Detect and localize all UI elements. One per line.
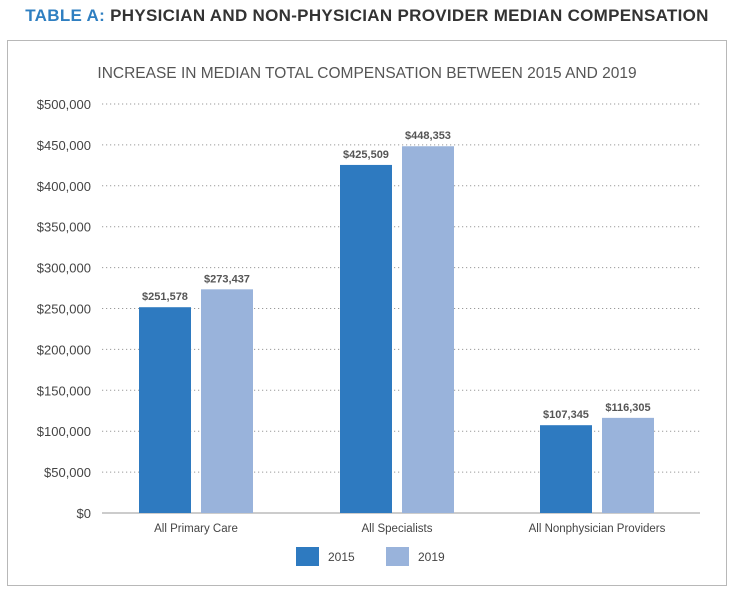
table-heading-lead: TABLE A: — [25, 6, 106, 25]
x-tick-label: All Primary Care — [154, 523, 238, 535]
table-heading-text: PHYSICIAN AND NON-PHYSICIAN PROVIDER MED… — [110, 6, 709, 25]
data-label: $425,509 — [343, 149, 389, 161]
bar-2015 — [540, 425, 592, 513]
legend-label: 2015 — [328, 550, 355, 564]
data-label: $273,437 — [204, 273, 250, 285]
x-tick-label: All Specialists — [362, 523, 433, 535]
y-tick-label: $50,000 — [44, 465, 91, 480]
y-tick-label: $0 — [77, 506, 91, 521]
y-tick-label: $350,000 — [37, 220, 91, 235]
bar-2019 — [402, 146, 454, 513]
data-label: $116,305 — [605, 402, 650, 414]
data-label: $251,578 — [142, 291, 188, 303]
bar-2015 — [139, 307, 191, 513]
y-tick-label: $400,000 — [37, 179, 91, 194]
y-tick-label: $450,000 — [37, 138, 91, 153]
y-tick-label: $500,000 — [37, 97, 91, 112]
data-label: $448,353 — [405, 130, 451, 142]
data-label: $107,345 — [543, 409, 589, 421]
chart-frame — [7, 40, 727, 586]
y-tick-label: $250,000 — [37, 302, 91, 317]
legend-label: 2019 — [418, 550, 445, 564]
legend-swatch-2015 — [296, 547, 319, 566]
y-tick-label: $150,000 — [37, 383, 91, 398]
x-tick-label: All Nonphysician Providers — [529, 523, 666, 535]
y-tick-label: $200,000 — [37, 342, 91, 357]
y-tick-label: $100,000 — [37, 424, 91, 439]
chart-title: INCREASE IN MEDIAN TOTAL COMPENSATION BE… — [97, 65, 636, 82]
bar-2019 — [201, 289, 253, 513]
table-heading: TABLE A: PHYSICIAN AND NON-PHYSICIAN PRO… — [0, 6, 734, 26]
y-tick-label: $300,000 — [37, 261, 91, 276]
bar-2019 — [602, 417, 654, 513]
legend-swatch-2019 — [386, 547, 409, 566]
bar-2015 — [340, 164, 392, 513]
